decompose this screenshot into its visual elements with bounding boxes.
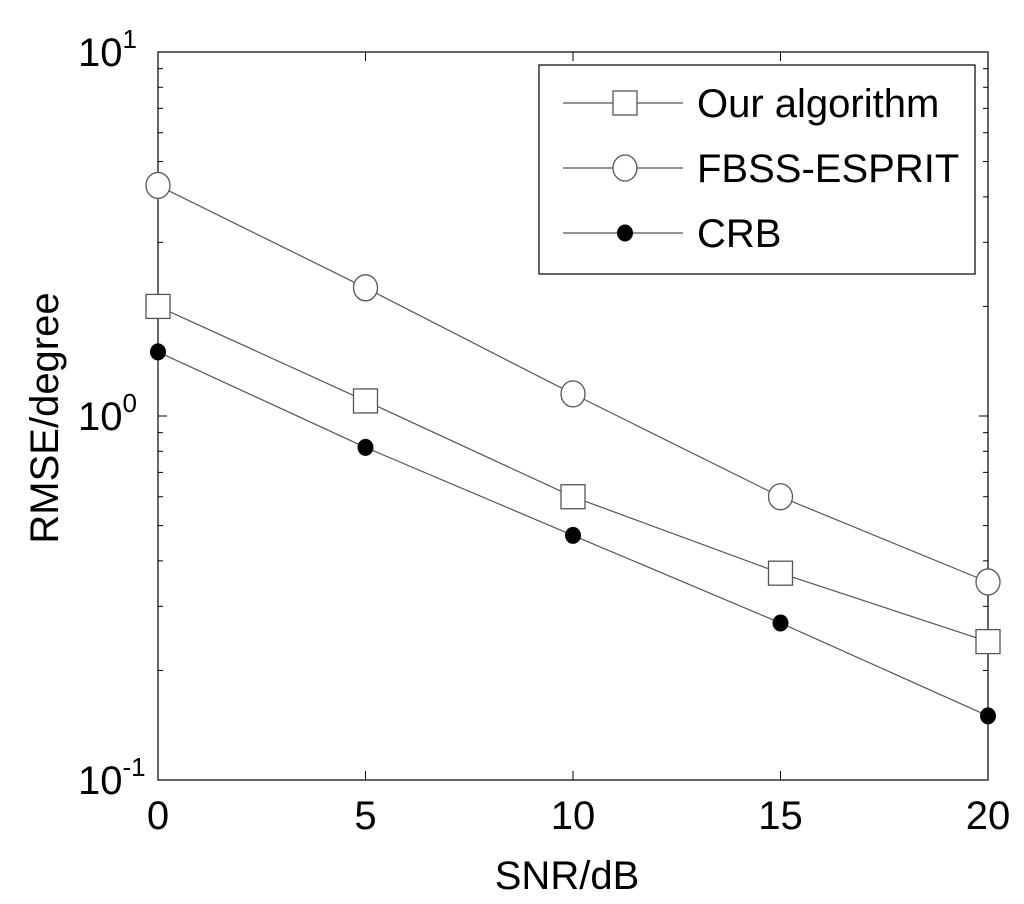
series-square: [145, 293, 1001, 655]
data-point: [352, 388, 379, 414]
x-tick-label: 5: [354, 794, 376, 838]
x-axis-title: SNR/dB: [495, 854, 640, 898]
series-line: [157, 305, 989, 643]
legend-marker: [617, 224, 633, 242]
axis-ticks: 0 5 10 15 20 10-1 100 101: [78, 24, 1010, 838]
data-point: [352, 274, 379, 302]
x-tick-label: 0: [147, 794, 169, 838]
data-point: [975, 568, 1001, 596]
data-point: [975, 628, 1001, 655]
data-point: [357, 438, 374, 456]
y-tick-label: 100: [78, 388, 137, 439]
x-tick-label: 10: [551, 794, 596, 838]
y-tick-label: 10-1: [78, 752, 146, 803]
data-point: [560, 484, 586, 510]
data-point: [565, 526, 581, 544]
series-circle: [145, 171, 1001, 596]
legend-label: Our algorithm: [697, 82, 939, 126]
legend: Our algorithm FBSS-ESPRIT CRB: [538, 64, 976, 275]
data-point: [560, 380, 586, 408]
legend-marker: [612, 154, 638, 182]
legend-label: FBSS-ESPRIT: [697, 147, 959, 191]
data-point: [980, 707, 996, 725]
y-axis-title: RMSE/degree: [23, 292, 67, 543]
series-filled-circle: [150, 343, 996, 725]
data-point: [150, 343, 166, 361]
data-point: [767, 560, 794, 586]
data-point: [772, 614, 789, 632]
legend-box: [538, 64, 976, 275]
data-series: [145, 171, 1001, 725]
data-point: [145, 171, 171, 200]
legend-label: CRB: [697, 212, 781, 256]
x-tick-label: 20: [966, 794, 1011, 838]
data-point: [767, 483, 794, 511]
x-tick-label: 15: [758, 794, 803, 838]
legend-marker: [612, 90, 638, 116]
y-tick-label: 101: [78, 24, 137, 75]
data-point: [145, 293, 171, 320]
